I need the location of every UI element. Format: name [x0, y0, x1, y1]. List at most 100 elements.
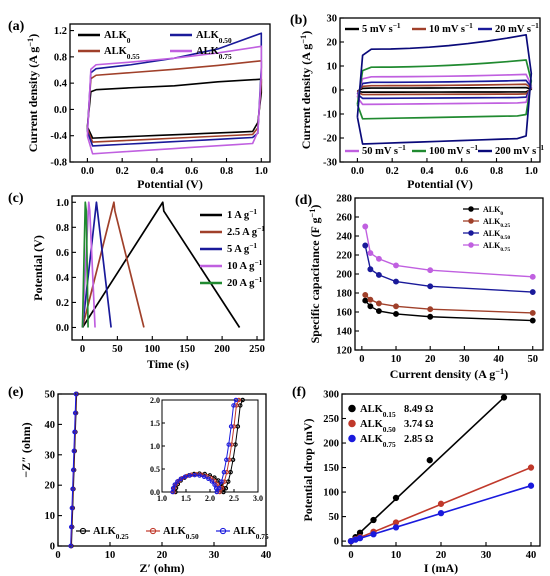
- d-series-point: [529, 273, 536, 280]
- f-legend-resistance: 8.49 Ω: [404, 404, 433, 415]
- e-inset-series-point: [228, 424, 234, 429]
- d-series-point: [362, 242, 369, 249]
- e-ytick-label: 20: [45, 481, 56, 492]
- a-legend-label-main: ALK: [104, 30, 128, 41]
- e-panel-label: (e): [8, 385, 24, 400]
- d-series-point: [375, 272, 382, 278]
- c-legend-label: 10 A g−1: [227, 258, 263, 273]
- e-series-point: [68, 543, 74, 549]
- f-ytick-label: 300: [323, 390, 339, 401]
- a-xtick-label: 0.8: [220, 166, 233, 177]
- d-legend-label-sub: 0: [500, 211, 503, 217]
- f-legend-resistance: 2.85 Ω: [404, 434, 433, 445]
- a-ylabel-tail: ): [26, 34, 40, 38]
- e-inset-series-point: [221, 469, 227, 475]
- d-ytick-label: 220: [336, 251, 352, 262]
- f-ytick-label: 50: [329, 512, 340, 523]
- c-xlabel: Time (s): [147, 357, 189, 371]
- f-series-point: [370, 516, 377, 524]
- d-series-point: [367, 303, 374, 310]
- b-xtick-label: 0.2: [386, 166, 399, 177]
- b-legend-label-main: 5 mV s: [362, 24, 393, 35]
- e-inset-xtick-label: 1.5: [181, 494, 191, 503]
- a-ytick-label: 0.8: [54, 52, 67, 63]
- d-series-point: [529, 310, 536, 316]
- e-legend-label: ALK0.50: [163, 526, 199, 541]
- e-series-point: [70, 486, 75, 492]
- d-series-line: [364, 300, 533, 322]
- c-xlabel-main: Time (s): [147, 357, 189, 371]
- e-ytick-label: 0: [50, 542, 55, 553]
- e-legend-label-main: ALK: [233, 526, 257, 537]
- d-xtick-label: 20: [425, 354, 436, 365]
- e-inset-xtick-label: 3.0: [253, 494, 263, 503]
- f-series-point: [426, 457, 433, 464]
- f-ytick-label: 250: [323, 414, 339, 425]
- e-legend-label-sub: 0.50: [186, 532, 199, 541]
- d-series-point: [362, 223, 369, 230]
- d-ytick-label: 120: [336, 346, 352, 357]
- d-ylabel: Specific capacitance (F g−1): [308, 205, 323, 344]
- d-legend-marker: [468, 230, 474, 236]
- c-legend-label: 1 A g−1: [227, 207, 257, 222]
- e-xtick-label: 10: [105, 550, 116, 561]
- e-xtick-label: 30: [209, 550, 220, 561]
- d-ytick-label: 140: [336, 327, 352, 338]
- f-series-point: [500, 394, 508, 401]
- c-legend-label: 20 A g−1: [227, 275, 263, 290]
- d-series-point: [427, 267, 434, 274]
- f-xtick-label: 20: [436, 550, 447, 561]
- c-ytick-label: 0.8: [56, 223, 69, 234]
- f-panel-label: (f): [292, 385, 306, 400]
- b-xtick-label: 0.6: [455, 166, 468, 177]
- e-inset-series-point: [212, 482, 217, 487]
- b-xtick-label: 1.0: [525, 166, 538, 177]
- f-series-point: [392, 494, 400, 502]
- f-legend-label-sub: 0.50: [383, 425, 396, 434]
- e-inset-ytick-label: 0.0: [150, 488, 160, 497]
- d-legend-label: ALK0.25: [483, 217, 510, 229]
- d-ytick-label: 240: [336, 232, 352, 243]
- f-legend-label: ALK0.15: [360, 404, 396, 419]
- e-legend-label-sub: 0.75: [256, 532, 269, 541]
- b-legend-label-sup: −1: [531, 21, 539, 30]
- a-xlabel: Potential (V): [137, 177, 203, 191]
- a-legend-label: ALK0: [104, 30, 131, 45]
- e-xtick-label: 20: [157, 550, 168, 561]
- e-inset-series-point: [182, 474, 188, 479]
- b-ytick-label: -10: [323, 110, 337, 121]
- e-inset-series-point: [219, 479, 224, 484]
- a-xtick-label: 0.6: [185, 166, 198, 177]
- d-series-point: [529, 317, 536, 324]
- a-legend-label-main: ALK: [104, 46, 128, 57]
- b-ytick-label: 10: [327, 62, 338, 73]
- e-legend-label: ALK0.25: [93, 526, 129, 541]
- e-legend-marker: [79, 527, 87, 535]
- c-ytick-label: 1.0: [56, 198, 69, 209]
- b-legend-label-sup: −1: [536, 143, 544, 152]
- c-legend-label-main: 5 A g: [227, 244, 250, 255]
- a-xtick-label: 0.2: [116, 166, 129, 177]
- d-series-point: [362, 291, 369, 298]
- f-xtick-label: 10: [391, 550, 402, 561]
- b-ytick-label: 20: [327, 38, 338, 49]
- b-ylabel-main: Current density (A g: [299, 44, 313, 149]
- e-inset-series-point: [172, 482, 177, 487]
- e-ylabel-main: −Z″ (ohm): [19, 422, 33, 477]
- d-legend-marker: [468, 218, 474, 224]
- d-ylabel-sup: −1: [308, 209, 317, 218]
- b-xtick-label: 0.4: [420, 166, 434, 177]
- d-legend-label: ALK0.50: [483, 229, 510, 241]
- d-xlabel-main: Current density (A g: [390, 367, 495, 381]
- e-inset-xtick-label: 2.0: [205, 494, 215, 503]
- a-legend-label-sub: 0.50: [219, 36, 232, 45]
- d-ytick-label: 200: [336, 270, 352, 281]
- b-legend-label: 10 mV s−1: [429, 21, 473, 36]
- d-series-line: [364, 294, 533, 314]
- e-xtick-label: 0: [55, 550, 60, 561]
- e-ytick-label: 50: [45, 390, 56, 401]
- b-ytick-label: -30: [323, 158, 337, 169]
- c-ytick-label: 0.2: [56, 298, 69, 309]
- a-series-line: [86, 32, 263, 147]
